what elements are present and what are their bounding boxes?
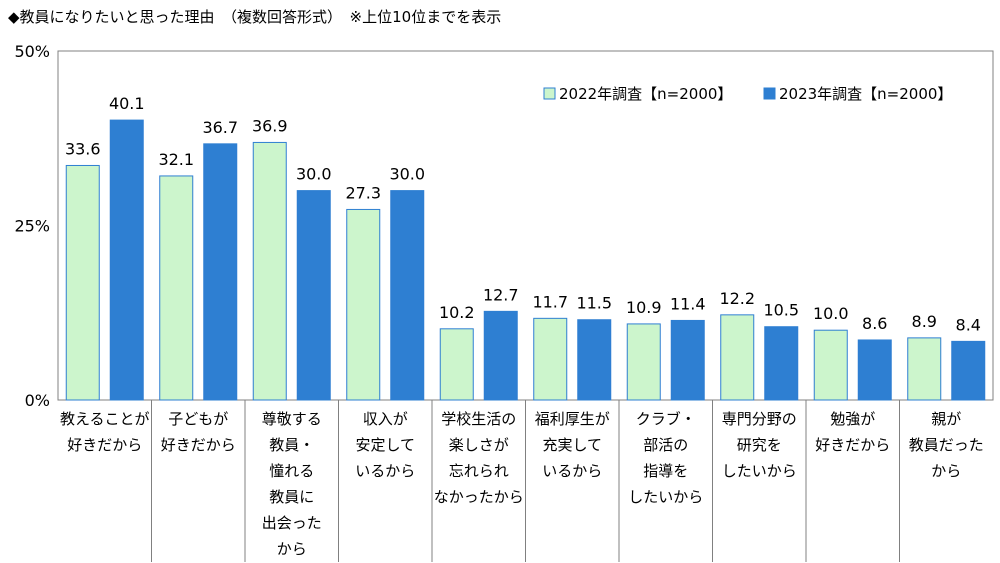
x-category-label: 福利厚生が充実しているから <box>535 410 610 480</box>
data-label: 10.0 <box>813 304 849 323</box>
data-label: 36.9 <box>252 116 288 135</box>
x-category-label: 教えることが好きだから <box>60 410 150 454</box>
bar-2023 <box>296 190 331 401</box>
data-label: 30.0 <box>296 165 332 184</box>
bar-2023 <box>764 326 799 401</box>
legend-swatch <box>543 87 556 100</box>
x-category-label: クラブ・部活の指導をしたいから <box>628 410 703 506</box>
x-category-label: 勉強が好きだから <box>815 410 890 454</box>
data-label: 33.6 <box>65 139 101 158</box>
data-label: 27.3 <box>345 183 381 202</box>
bar-2023 <box>857 339 892 401</box>
x-category-label: 親が教員だったから <box>909 410 984 480</box>
bar-2023 <box>203 143 238 401</box>
bar-2022 <box>159 175 194 401</box>
data-label: 12.7 <box>483 285 519 304</box>
chart-title: ◆教員になりたいと思った理由 （複数回答形式） ※上位10位までを表示 <box>8 8 502 26</box>
legend-label: 2022年調査【n=2000】 <box>559 85 732 103</box>
data-label: 10.9 <box>626 298 662 317</box>
x-category-label: 尊敬する教員・憧れる教員に出会ったから <box>262 410 322 558</box>
data-label: 40.1 <box>109 94 145 113</box>
y-tick-label: 0% <box>25 391 50 410</box>
data-label: 11.7 <box>532 292 568 311</box>
data-label: 12.2 <box>719 289 755 308</box>
bar-2023 <box>951 340 986 401</box>
bar-2023 <box>109 119 144 401</box>
bar-2023 <box>670 319 705 401</box>
y-tick-label: 50% <box>14 42 50 61</box>
plot-border <box>57 50 994 401</box>
data-label: 8.4 <box>956 315 981 334</box>
bar-2022 <box>252 141 287 401</box>
data-label: 11.4 <box>670 294 706 313</box>
bar-2023 <box>390 190 425 401</box>
bar-2022 <box>907 337 942 401</box>
data-label: 36.7 <box>202 118 238 137</box>
y-tick-label: 25% <box>14 217 50 236</box>
bar-2022 <box>439 328 474 401</box>
data-label: 10.5 <box>763 301 799 320</box>
bar-2023 <box>483 310 518 401</box>
legend-swatch <box>763 87 776 100</box>
x-category-label: 収入が安定しているから <box>355 410 415 480</box>
data-label: 32.1 <box>158 150 194 169</box>
bar-2022 <box>720 314 755 401</box>
data-label: 30.0 <box>389 165 425 184</box>
bar-2022 <box>626 323 661 401</box>
bar-2022 <box>346 208 381 401</box>
x-category-label: 子どもが好きだから <box>161 410 236 454</box>
x-category-label: 専門分野の研究をしたいから <box>722 410 797 480</box>
data-label: 11.5 <box>576 294 612 313</box>
data-label: 8.9 <box>912 312 937 331</box>
bar-2023 <box>577 319 612 401</box>
data-label: 10.2 <box>439 303 475 322</box>
bar-2022 <box>813 329 848 401</box>
bar-2022 <box>533 317 568 401</box>
bar-2022 <box>65 164 100 401</box>
data-label: 8.6 <box>862 314 887 333</box>
x-category-label: 学校生活の楽しさが忘れられなかったから <box>434 410 524 506</box>
legend-label: 2023年調査【n=2000】 <box>779 85 952 103</box>
